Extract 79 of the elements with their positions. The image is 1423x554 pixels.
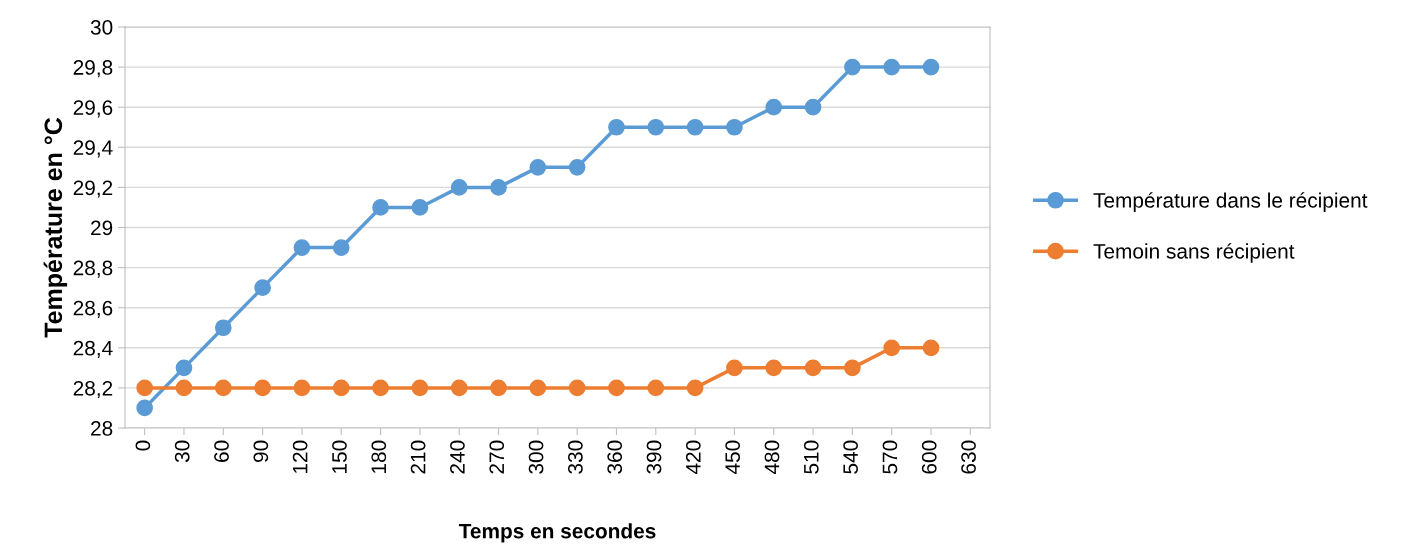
x-tick-label: 210: [410, 440, 426, 474]
y-tick-label: 29: [91, 220, 113, 236]
x-tick-label: 150: [332, 440, 347, 473]
point: [254, 279, 271, 296]
x-tick-label: 570: [882, 440, 898, 474]
point: [490, 179, 507, 196]
y-tick-label: 28,4: [73, 340, 113, 359]
x-tick-label: 480: [764, 440, 780, 475]
point: [804, 98, 822, 116]
x-tick-label: 30: [174, 440, 190, 463]
point: [726, 118, 743, 136]
x-axis-title: Temps en secondes: [458, 523, 656, 543]
point: [726, 359, 743, 377]
point: [883, 58, 901, 76]
point: [411, 379, 429, 397]
point: [686, 118, 704, 136]
x-tick-label: 360: [607, 440, 623, 474]
point: [332, 239, 350, 256]
legend-label: Temoin sans récipient: [1093, 243, 1295, 263]
point: [529, 159, 547, 176]
x-tick-label: 510: [803, 440, 819, 474]
x-tick-label: 300: [528, 440, 544, 474]
point: [450, 379, 468, 397]
point: [647, 118, 665, 136]
point: [844, 58, 861, 76]
y-axis-title: Température en °C: [43, 117, 68, 338]
point: [608, 118, 625, 136]
point: [254, 379, 271, 397]
point: [922, 339, 940, 357]
x-tick-label: 600: [921, 440, 937, 474]
x-tick-label: 420: [685, 440, 701, 475]
point: [922, 58, 940, 76]
x-tick-label: 270: [489, 440, 505, 474]
point: [765, 98, 783, 116]
legend-label: Température dans le récipient: [1093, 192, 1368, 212]
y-tick-label: 28: [91, 421, 113, 436]
point: [372, 379, 389, 397]
point: [372, 199, 389, 216]
point: [883, 339, 901, 357]
x-tick-label: 120: [292, 440, 308, 473]
point: [804, 359, 822, 377]
point: [411, 199, 429, 216]
point: [608, 379, 625, 397]
point: [647, 379, 665, 397]
y-tick-label: 28,2: [73, 380, 113, 399]
point: [136, 379, 153, 397]
point: [175, 359, 193, 377]
y-tick-label: 28,8: [73, 260, 113, 278]
y-tick-label: 29,4: [73, 140, 113, 158]
point: [568, 379, 586, 397]
point: [529, 379, 547, 397]
x-tick-label: 390: [646, 440, 662, 474]
x-tick-label: 240: [450, 440, 465, 474]
x-tick-label: 0: [135, 440, 151, 451]
x-tick-label: 630: [961, 440, 976, 474]
x-tick-label: 330: [568, 440, 583, 474]
point: [765, 359, 783, 377]
point: [686, 379, 704, 397]
x-tick-label: 90: [253, 440, 269, 462]
x-tick-label: 540: [843, 440, 858, 474]
x-tick-label: 180: [371, 440, 387, 473]
y-tick-label: 28,6: [73, 300, 113, 318]
point: [450, 179, 468, 196]
point: [568, 159, 586, 176]
point: [293, 379, 311, 397]
y-tick-label: 29,6: [73, 100, 113, 118]
y-tick-label: 29,8: [73, 60, 113, 78]
point: [490, 379, 507, 397]
point: [175, 379, 193, 397]
x-tick-label: 450: [725, 440, 741, 475]
point: [844, 359, 861, 377]
point: [293, 239, 311, 256]
x-tick-label: 60: [214, 440, 229, 462]
point: [136, 399, 153, 417]
point: [214, 319, 232, 337]
y-tick-label: 30: [90, 20, 113, 35]
y-tick-label: 29,2: [73, 180, 113, 198]
point: [332, 379, 350, 397]
point: [214, 379, 232, 397]
